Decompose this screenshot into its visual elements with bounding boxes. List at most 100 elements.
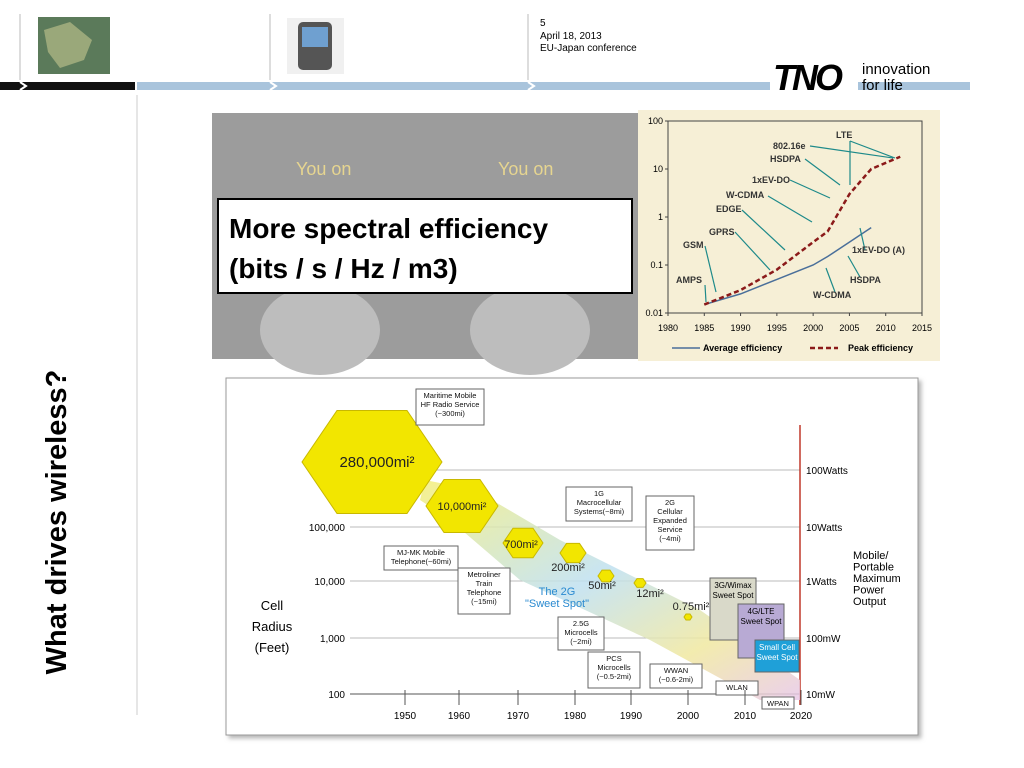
annotation-arrow bbox=[704, 284, 707, 303]
callout-box bbox=[217, 198, 633, 294]
x-tick-label: 1985 bbox=[694, 323, 714, 333]
callout-label: Service bbox=[657, 525, 682, 534]
y-tick-label: 1 bbox=[658, 212, 663, 222]
callout-box bbox=[587, 651, 641, 689]
x-tick-label: 1950 bbox=[394, 711, 417, 722]
callout-label: HF Radio Service bbox=[421, 400, 480, 409]
sweet-spot-label: The 2G bbox=[539, 586, 576, 598]
date: April 18, 2013 bbox=[540, 31, 602, 42]
left-axis-title: Cell bbox=[261, 598, 284, 613]
y-tick-label: 10 bbox=[653, 164, 663, 174]
slide-title: What drives wireless? bbox=[41, 370, 73, 675]
left-tick-label: 100,000 bbox=[309, 523, 346, 534]
callout-box bbox=[565, 486, 633, 522]
x-tick-label: 1960 bbox=[448, 711, 471, 722]
left-tick-label: 10,000 bbox=[314, 577, 345, 588]
sweet-spot-box-label: Small Cell bbox=[759, 643, 795, 652]
callout-label: Microcells bbox=[597, 663, 631, 672]
callout-label: (~300mi) bbox=[435, 409, 465, 418]
callout-label: (~2mi) bbox=[570, 637, 592, 646]
logo-tagline: for life bbox=[862, 77, 903, 94]
callout-label: 2G bbox=[665, 498, 675, 507]
left-axis-title: (Feet) bbox=[255, 640, 290, 655]
photo-face bbox=[260, 285, 380, 375]
coverage-hexagon bbox=[559, 542, 587, 564]
logo-bg bbox=[770, 56, 858, 94]
annotation: LTE bbox=[836, 130, 852, 140]
right-tick-label: 100mW bbox=[806, 634, 841, 645]
callout-box bbox=[645, 495, 695, 551]
coverage-hexagon bbox=[683, 613, 693, 621]
coverage-hexagon bbox=[425, 478, 499, 534]
right-tick-label: 10Watts bbox=[806, 523, 842, 534]
x-tick-label: 1980 bbox=[564, 711, 587, 722]
right-axis-title: Portable bbox=[853, 562, 894, 574]
callout-box bbox=[649, 663, 703, 689]
callout-label: Microcells bbox=[564, 628, 598, 637]
area-label: 50mi² bbox=[588, 580, 616, 592]
coverage-hexagon bbox=[502, 527, 544, 559]
annotation: 1xEV-DO (A) bbox=[852, 245, 905, 255]
x-tick-label: 2020 bbox=[790, 711, 813, 722]
callout-label: Metroliner bbox=[467, 570, 501, 579]
annotation: EDGE bbox=[716, 204, 742, 214]
photo-caption: You on bbox=[498, 159, 553, 179]
callout-text: (bits / s / Hz / m3) bbox=[229, 253, 458, 284]
header: 5 April 18, 2013 EU-Japan conference TNO… bbox=[0, 14, 970, 98]
sweet-spot-box-label: Sweet Spot bbox=[757, 653, 799, 662]
callout-label: Expanded bbox=[653, 516, 687, 525]
callout-label: 2.5G bbox=[573, 619, 589, 628]
y-tick-label: 0.1 bbox=[650, 260, 663, 270]
callout-label: (~0.5-2mi) bbox=[597, 672, 632, 681]
callout-label: PCS bbox=[606, 654, 621, 663]
coverage-hexagon bbox=[301, 409, 443, 515]
x-tick-label: 2010 bbox=[734, 711, 757, 722]
x-tick-label: 1970 bbox=[507, 711, 530, 722]
annotation-arrow bbox=[704, 245, 717, 293]
coverage-hexagon bbox=[633, 578, 647, 588]
callout-box bbox=[715, 680, 759, 696]
x-tick-label: 2000 bbox=[677, 711, 700, 722]
right-axis-title: Output bbox=[853, 596, 886, 608]
sweet-spot-box-label: Sweet Spot bbox=[741, 617, 783, 626]
callout-label: WPAN bbox=[767, 699, 789, 708]
callout-label: 1G bbox=[594, 489, 604, 498]
left-axis-title: Radius bbox=[252, 619, 293, 634]
sweet-spot-box-label: Sweet Spot bbox=[713, 591, 755, 600]
annotation: GSM bbox=[683, 240, 704, 250]
area-label: 10,000mi² bbox=[438, 501, 487, 513]
annotation: HSDPA bbox=[850, 275, 881, 285]
chart-bg bbox=[638, 110, 940, 361]
callout-label: Train bbox=[476, 579, 493, 588]
x-tick-label: 1980 bbox=[658, 323, 678, 333]
callout-text: More spectral efficiency bbox=[229, 213, 548, 244]
right-tick-label: 100Watts bbox=[806, 466, 848, 477]
x-tick-label: 2010 bbox=[876, 323, 896, 333]
map-land bbox=[44, 22, 92, 68]
callout-label: WLAN bbox=[726, 683, 748, 692]
y-tick-label: 100 bbox=[648, 116, 663, 126]
right-tick-label: 10mW bbox=[806, 690, 835, 701]
stripe-dark bbox=[0, 82, 135, 90]
x-tick-label: 2005 bbox=[839, 323, 859, 333]
sweet-spot-box-label: 4G/LTE bbox=[748, 607, 775, 616]
photo-face bbox=[470, 285, 590, 375]
callout-label: Maritime Mobile bbox=[424, 391, 477, 400]
callout-box bbox=[415, 388, 485, 426]
event: EU-Japan conference bbox=[540, 43, 637, 54]
annotation-arrow bbox=[804, 158, 841, 186]
callout-box bbox=[761, 696, 795, 710]
callout-label: Telephone(~60mi) bbox=[391, 557, 452, 566]
callout-box bbox=[383, 545, 459, 571]
callout-label: Telephone bbox=[467, 588, 502, 597]
series-line bbox=[704, 227, 872, 306]
annotation: 1xEV-DO bbox=[752, 175, 790, 185]
left-tick-label: 100 bbox=[328, 690, 345, 701]
annotation: HSDPA bbox=[770, 154, 801, 164]
coverage-hexagon bbox=[597, 569, 615, 583]
right-axis-title: Maximum bbox=[853, 573, 901, 585]
legend-label: Average efficiency bbox=[703, 343, 782, 353]
callout-box bbox=[557, 616, 605, 651]
photo-caption: You on bbox=[296, 159, 351, 179]
